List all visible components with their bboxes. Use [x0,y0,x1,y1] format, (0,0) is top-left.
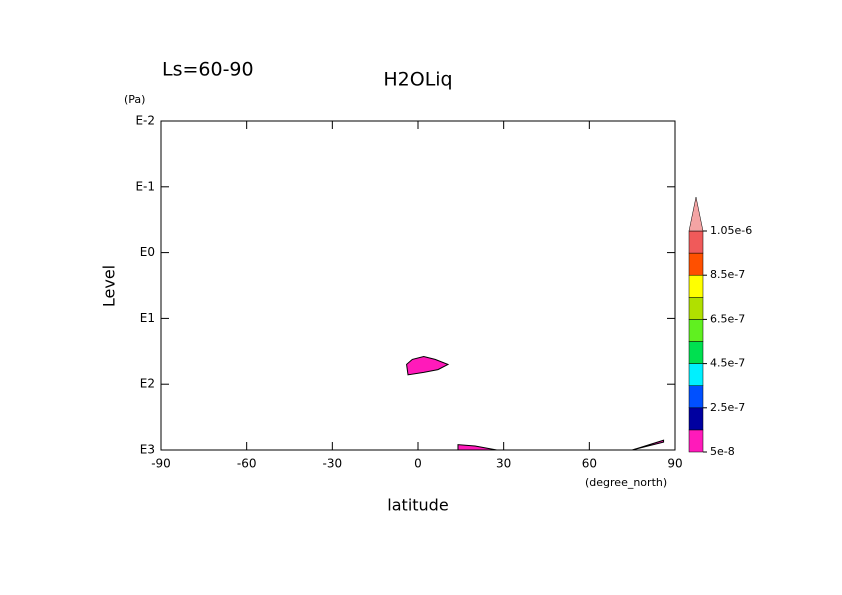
colorbar-tick-label: 4.5e-7 [710,357,745,370]
colorbar-swatch [688,407,704,431]
x-tick-label: -90 [151,457,171,471]
colorbar-swatch [688,252,704,276]
contour-region [457,444,497,451]
contour-region [632,439,665,451]
colorbar-swatch [688,385,704,409]
colorbar-swatch [688,429,704,453]
x-tick-label: 60 [582,457,597,471]
colorbar-swatch [688,319,704,342]
y-unit: (Pa) [124,93,145,106]
plot-frame [160,120,676,451]
colorbar-swatch [688,363,704,386]
colorbar-swatch [688,230,704,254]
y-tick-label: E3 [140,443,155,457]
colorbar-tick-label: 8.5e-7 [710,268,745,281]
y-tick-label: E0 [140,245,155,259]
colorbar-tick-label: 1.05e-6 [710,224,752,237]
x-tick-label: 90 [667,457,682,471]
y-tick-label: E2 [140,377,155,391]
colorbar-tick-label: 5e-8 [710,445,735,458]
x-tick-label: 30 [496,457,511,471]
y-tick-label: E-2 [135,114,155,128]
contour-region [406,356,450,376]
colorbar-tick-label: 2.5e-7 [710,401,745,414]
x-axis-label: latitude [387,496,448,515]
colorbar-swatch [688,297,704,320]
y-tick-label: E1 [140,311,155,325]
colorbar-extend [688,196,704,232]
colorbar-tick-label: 6.5e-7 [710,312,745,325]
x-tick-label: 0 [414,457,422,471]
colorbar-swatch [688,274,704,298]
annotation: Ls=60-90 [162,59,254,81]
x-tick-label: -60 [237,457,257,471]
x-tick-label: -30 [323,457,343,471]
chart-title: H2OLiq [383,69,452,91]
colorbar-swatch [688,341,704,364]
y-tick-label: E-1 [135,179,155,193]
y-axis-label: Level [100,265,119,307]
x-unit: (degree_north) [585,476,667,489]
